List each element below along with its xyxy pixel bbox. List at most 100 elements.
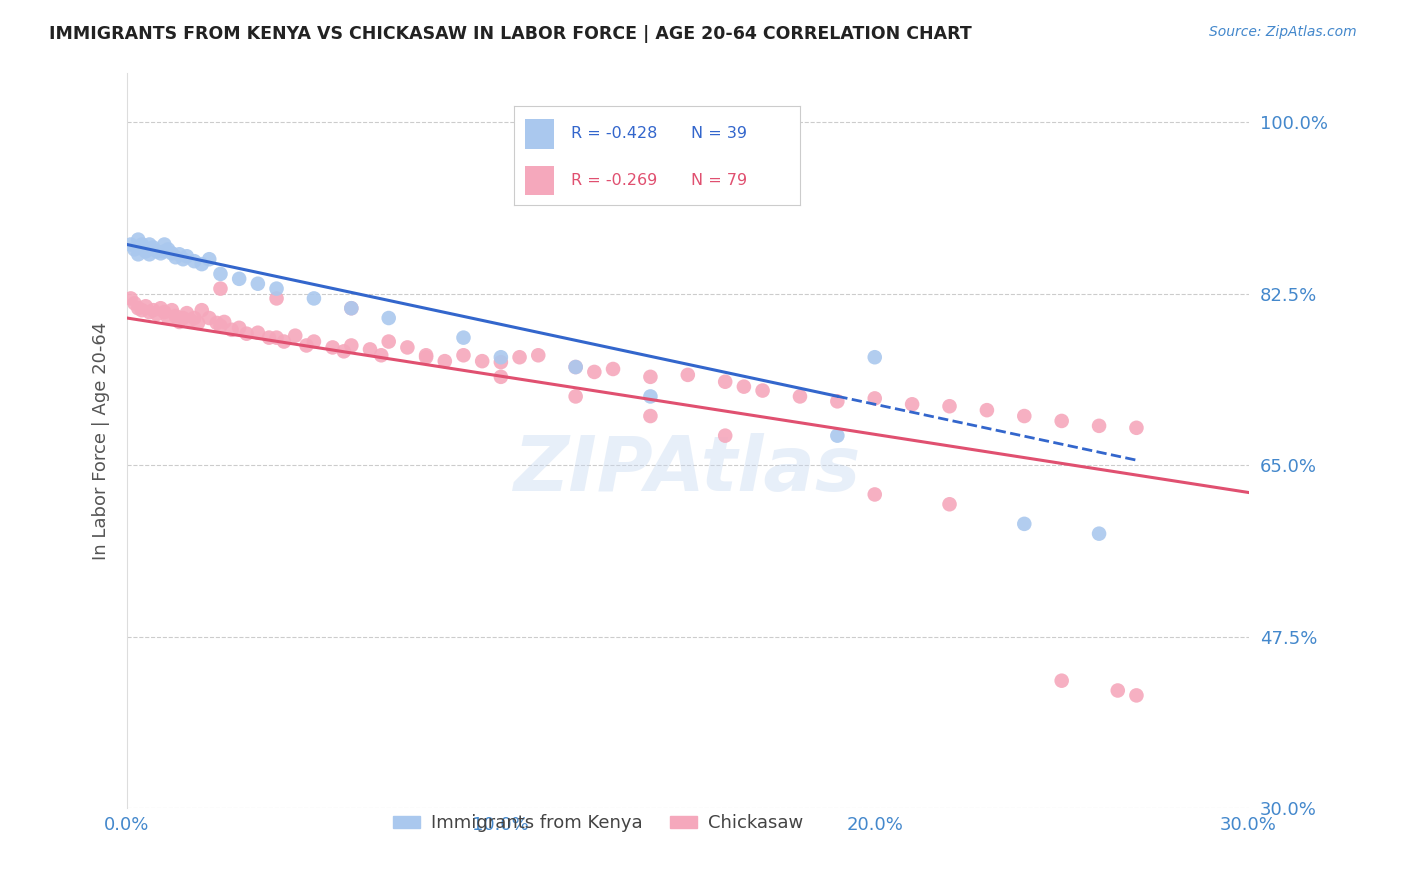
Point [124, 296, 146, 310]
Point [340, 338, 363, 352]
Point [205, 316, 228, 330]
Point [165, 309, 187, 323]
Point [172, 252, 194, 267]
Point [183, 254, 205, 268]
Point [377, 311, 399, 326]
Point [191, 257, 214, 271]
Point [176, 249, 198, 263]
Point [120, 237, 142, 252]
Point [583, 365, 606, 379]
Point [471, 354, 494, 368]
Point [1050, 673, 1073, 688]
Point [453, 331, 475, 345]
Point [340, 301, 363, 316]
Point [863, 392, 886, 406]
Legend: Immigrants from Kenya, Chickasaw: Immigrants from Kenya, Chickasaw [387, 807, 810, 839]
Point [1050, 414, 1073, 428]
Point [142, 303, 165, 318]
Point [863, 487, 886, 501]
Point [169, 247, 191, 261]
Point [564, 359, 586, 374]
Point [333, 344, 356, 359]
Point [273, 334, 295, 349]
Point [1125, 689, 1147, 703]
Point [1088, 418, 1111, 433]
Point [198, 311, 221, 326]
Point [714, 428, 737, 442]
Point [165, 250, 187, 264]
Point [135, 299, 157, 313]
Point [209, 282, 232, 296]
Point [415, 350, 437, 364]
Point [138, 237, 160, 252]
Point [789, 389, 811, 403]
Point [157, 311, 180, 326]
Point [120, 292, 142, 306]
Point [433, 354, 456, 368]
Point [212, 315, 235, 329]
Point [1088, 526, 1111, 541]
Point [228, 272, 250, 286]
Point [302, 334, 325, 349]
Point [827, 428, 849, 442]
Point [246, 326, 269, 340]
Point [370, 348, 392, 362]
Point [183, 311, 205, 326]
Point [127, 233, 149, 247]
Point [149, 301, 172, 316]
Point [302, 292, 325, 306]
Point [228, 321, 250, 335]
Point [1014, 409, 1036, 423]
Point [221, 323, 243, 337]
Point [751, 384, 773, 398]
Point [138, 247, 160, 261]
Point [124, 243, 146, 257]
Point [146, 307, 169, 321]
Point [640, 389, 662, 403]
Point [127, 301, 149, 316]
Point [160, 246, 183, 260]
Point [640, 409, 662, 423]
Point [146, 244, 169, 259]
Point [131, 240, 153, 254]
Point [153, 305, 176, 319]
Point [359, 343, 381, 357]
Point [640, 369, 662, 384]
Point [976, 403, 998, 417]
Point [160, 303, 183, 318]
Point [266, 331, 288, 345]
Point [153, 244, 176, 259]
Point [602, 362, 624, 376]
Point [284, 328, 307, 343]
Point [235, 326, 257, 341]
Point [489, 369, 512, 384]
Point [257, 331, 280, 345]
Point [863, 350, 886, 364]
Point [127, 247, 149, 261]
Point [169, 315, 191, 329]
Text: Source: ZipAtlas.com: Source: ZipAtlas.com [1209, 25, 1357, 39]
Point [266, 292, 288, 306]
Point [564, 389, 586, 403]
Text: ZIPAtlas: ZIPAtlas [515, 433, 862, 507]
Point [172, 311, 194, 326]
Point [295, 338, 318, 352]
Point [415, 348, 437, 362]
Point [396, 340, 419, 354]
Point [138, 305, 160, 319]
Point [131, 303, 153, 318]
Text: IMMIGRANTS FROM KENYA VS CHICKASAW IN LABOR FORCE | AGE 20-64 CORRELATION CHART: IMMIGRANTS FROM KENYA VS CHICKASAW IN LA… [49, 25, 972, 43]
Point [266, 282, 288, 296]
Point [901, 397, 924, 411]
Point [191, 303, 214, 318]
Point [453, 348, 475, 362]
Point [1125, 421, 1147, 435]
Point [527, 348, 550, 362]
Point [246, 277, 269, 291]
Point [176, 306, 198, 320]
Point [714, 375, 737, 389]
Point [733, 379, 755, 393]
Point [180, 313, 202, 327]
Point [489, 350, 512, 364]
Point [827, 394, 849, 409]
